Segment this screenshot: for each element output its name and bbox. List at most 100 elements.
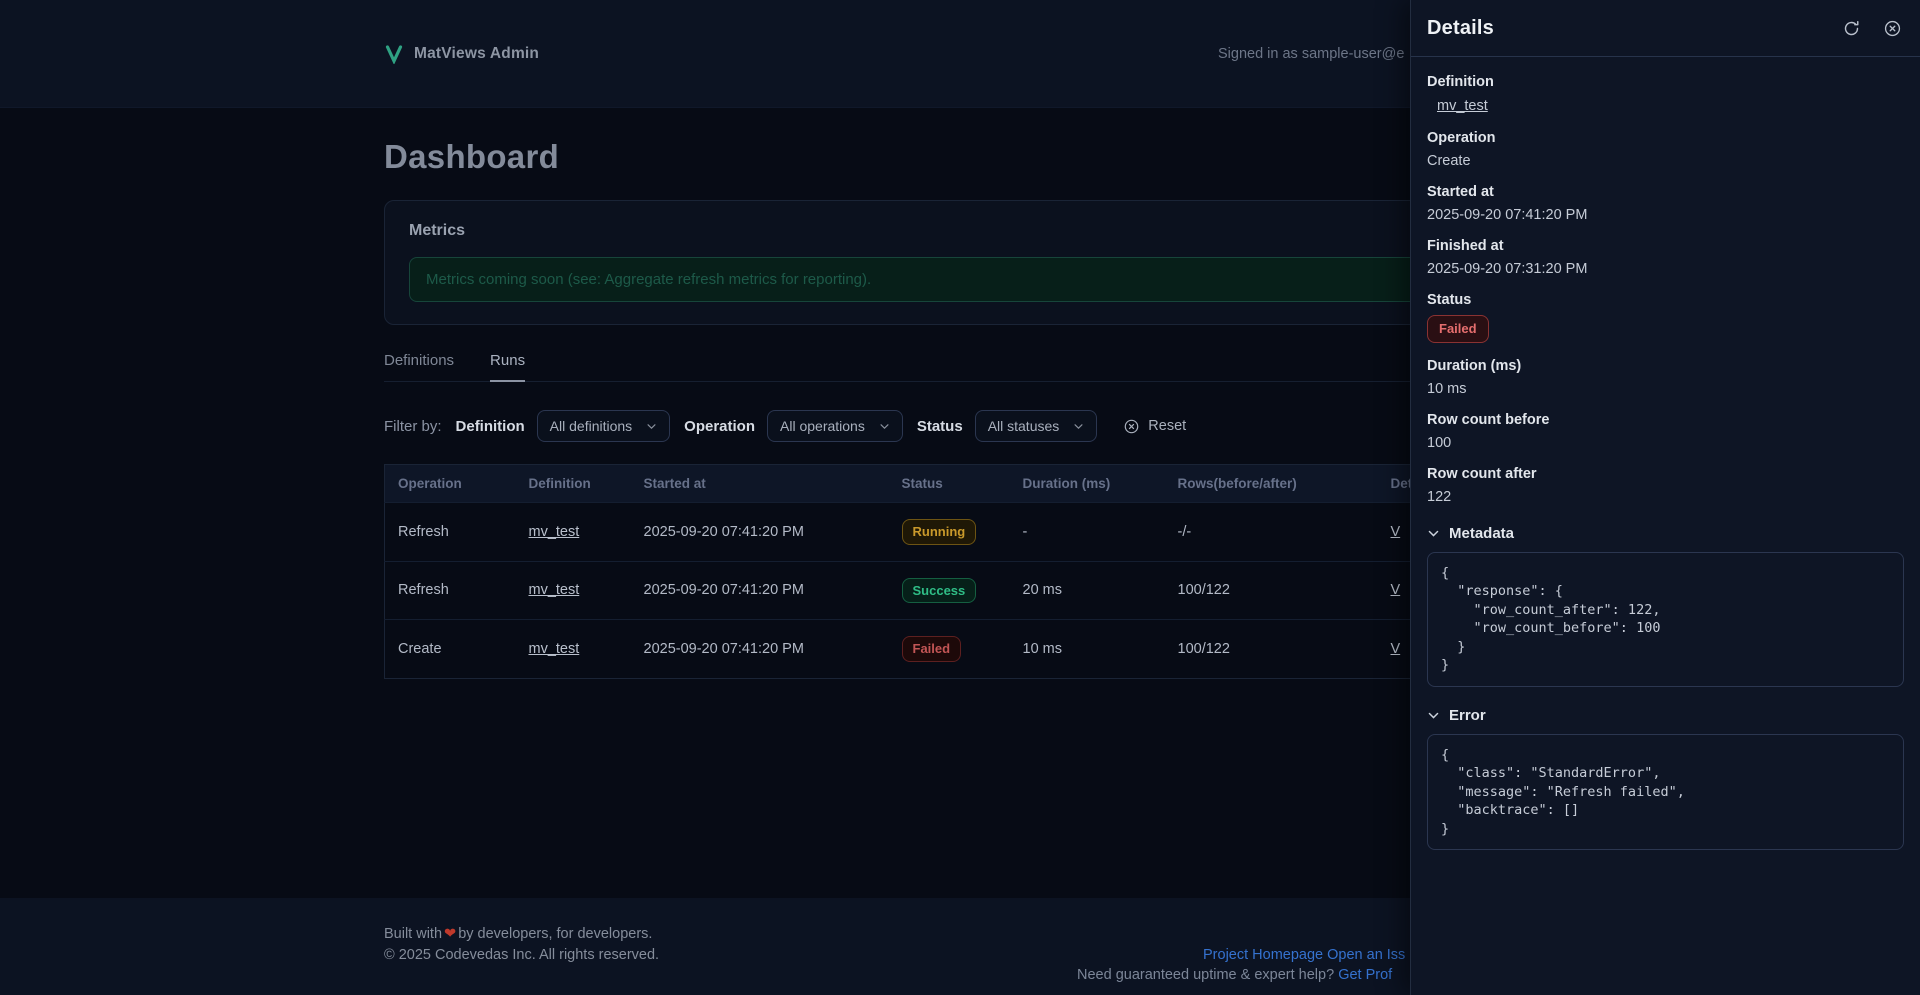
footer-copyright: © 2025 Codevedas Inc. All rights reserve… bbox=[384, 947, 660, 963]
field-row-count-before: Row count before 100 bbox=[1427, 412, 1904, 451]
footer-left: Built with ❤ by developers, for developers… bbox=[384, 924, 659, 966]
cell-duration: 10 ms bbox=[1009, 619, 1165, 679]
main-content: Dashboard Metrics Metrics coming soon (s… bbox=[384, 108, 1537, 679]
field-label: Finished at bbox=[1427, 238, 1504, 254]
filter-by-label: Filter by: bbox=[384, 417, 442, 435]
operation-select-value: All operations bbox=[780, 418, 865, 434]
table-header-row: Operation Definition Started at Status D… bbox=[384, 464, 1537, 503]
filter-bar: Filter by: Definition All definitions Op… bbox=[384, 410, 1536, 442]
field-label: Row count before bbox=[1427, 411, 1550, 428]
definition-link[interactable]: mv_test bbox=[528, 640, 580, 657]
field-label: Definition bbox=[1427, 74, 1494, 90]
details-panel-body: Definition mv_test Operation Create Star… bbox=[1411, 57, 1920, 867]
support-text: Need guaranteed uptime & expert help? bbox=[1077, 967, 1335, 983]
cell-definition: mv_test bbox=[515, 502, 631, 562]
cell-definition: mv_test bbox=[515, 619, 631, 679]
operation-filter-label: Operation bbox=[684, 417, 756, 435]
field-value: 10 ms bbox=[1427, 380, 1467, 397]
cell-duration: 20 ms bbox=[1009, 560, 1165, 620]
field-row-count-after: Row count after 122 bbox=[1427, 466, 1904, 505]
chevron-down-icon bbox=[1074, 423, 1083, 429]
field-label: Started at bbox=[1427, 184, 1494, 200]
cell-started-at: 2025-09-20 07:41:20 PM bbox=[630, 560, 889, 620]
reset-button[interactable]: Reset bbox=[1123, 418, 1186, 435]
cell-rows: -/- bbox=[1164, 502, 1378, 562]
field-operation: Operation Create bbox=[1427, 130, 1904, 169]
field-status: Status Failed bbox=[1427, 292, 1904, 343]
col-definition: Definition bbox=[515, 464, 631, 503]
open-issue-link[interactable]: Open an Iss bbox=[1327, 947, 1406, 963]
definition-select-value: All definitions bbox=[549, 418, 633, 434]
field-value: 122 bbox=[1427, 488, 1452, 505]
metrics-notice: Metrics coming soon (see: Aggregate refr… bbox=[409, 257, 1511, 302]
definition-link[interactable]: mv_test bbox=[528, 582, 580, 599]
status-select[interactable]: All statuses bbox=[974, 410, 1098, 442]
chevron-down-icon bbox=[1428, 530, 1439, 537]
status-badge: Failed bbox=[901, 636, 962, 662]
page-title: Dashboard bbox=[384, 138, 560, 175]
support-link[interactable]: Get Prof bbox=[1338, 967, 1393, 983]
footer-built-prefix: Built with bbox=[384, 926, 443, 942]
table-row: Refresh mv_test 2025-09-20 07:41:20 PM R… bbox=[384, 502, 1537, 562]
chevron-down-icon bbox=[880, 423, 889, 429]
circle-x-icon bbox=[1124, 419, 1139, 433]
field-finished-at: Finished at 2025-09-20 07:31:20 PM bbox=[1427, 238, 1904, 277]
field-value: Create bbox=[1427, 153, 1471, 169]
status-badge: Success bbox=[901, 577, 977, 604]
footer-built-suffix: by developers, for developers. bbox=[458, 926, 653, 942]
circle-x-icon bbox=[1884, 20, 1901, 36]
cell-status: Failed bbox=[888, 619, 1010, 679]
error-json: { "class": "StandardError", "message": "… bbox=[1427, 733, 1904, 851]
metrics-card-title: Metrics bbox=[409, 222, 466, 239]
status-filter-label: Status bbox=[916, 417, 963, 435]
view-details-link[interactable]: V bbox=[1390, 582, 1401, 599]
v-mark-icon bbox=[384, 44, 404, 64]
col-operation: Operation bbox=[384, 464, 516, 503]
definition-link[interactable]: mv_test bbox=[1437, 98, 1488, 114]
cell-rows: 100/122 bbox=[1164, 560, 1378, 620]
refresh-button[interactable] bbox=[1842, 19, 1861, 38]
operation-select[interactable]: All operations bbox=[767, 410, 903, 442]
details-panel-header: Details bbox=[1411, 0, 1920, 57]
chevron-down-icon bbox=[1428, 712, 1439, 719]
field-value: 2025-09-20 07:41:20 PM bbox=[1427, 207, 1588, 223]
field-label: Status bbox=[1427, 292, 1472, 308]
definition-select[interactable]: All definitions bbox=[536, 410, 671, 442]
error-section-toggle[interactable]: Error bbox=[1427, 707, 1904, 724]
table-row: Create mv_test 2025-09-20 07:41:20 PM Fa… bbox=[384, 619, 1537, 679]
runs-table: Operation Definition Started at Status D… bbox=[384, 464, 1537, 679]
definition-link[interactable]: mv_test bbox=[528, 523, 580, 540]
cell-duration: - bbox=[1009, 502, 1165, 562]
tabs: Definitions Runs bbox=[384, 352, 1536, 382]
view-details-link[interactable]: V bbox=[1390, 523, 1401, 540]
cell-started-at: 2025-09-20 07:41:20 PM bbox=[630, 619, 889, 679]
field-started-at: Started at 2025-09-20 07:41:20 PM bbox=[1427, 184, 1904, 223]
cell-status: Running bbox=[888, 502, 1010, 562]
cell-status: Success bbox=[888, 560, 1010, 620]
cell-operation: Create bbox=[384, 619, 516, 679]
cell-rows: 100/122 bbox=[1164, 619, 1378, 679]
error-section-label: Error bbox=[1449, 706, 1486, 724]
metadata-section-toggle[interactable]: Metadata bbox=[1427, 525, 1904, 542]
cell-definition: mv_test bbox=[515, 560, 631, 620]
metrics-card: Metrics Metrics coming soon (see: Aggreg… bbox=[384, 200, 1536, 325]
cell-operation: Refresh bbox=[384, 560, 516, 620]
project-homepage-link[interactable]: Project Homepage bbox=[1203, 947, 1324, 963]
close-button[interactable] bbox=[1883, 19, 1902, 38]
cell-operation: Refresh bbox=[384, 502, 516, 562]
footer-support-line: Need guaranteed uptime & expert help? Ge… bbox=[1077, 967, 1392, 983]
brand[interactable]: MatViews Admin bbox=[384, 44, 539, 64]
reset-label: Reset bbox=[1148, 418, 1187, 434]
tab-definitions[interactable]: Definitions bbox=[384, 352, 455, 369]
refresh-icon bbox=[1844, 20, 1859, 35]
tab-runs[interactable]: Runs bbox=[490, 352, 526, 382]
view-details-link[interactable]: V bbox=[1390, 640, 1401, 657]
col-status: Status bbox=[888, 464, 1010, 503]
status-select-value: All statuses bbox=[987, 418, 1060, 434]
details-panel-title: Details bbox=[1427, 16, 1494, 39]
status-badge: Running bbox=[901, 519, 977, 545]
field-label: Operation bbox=[1427, 130, 1496, 146]
footer-links-line: Project Homepage Open an Iss bbox=[1203, 947, 1405, 963]
metadata-section-label: Metadata bbox=[1449, 524, 1515, 542]
